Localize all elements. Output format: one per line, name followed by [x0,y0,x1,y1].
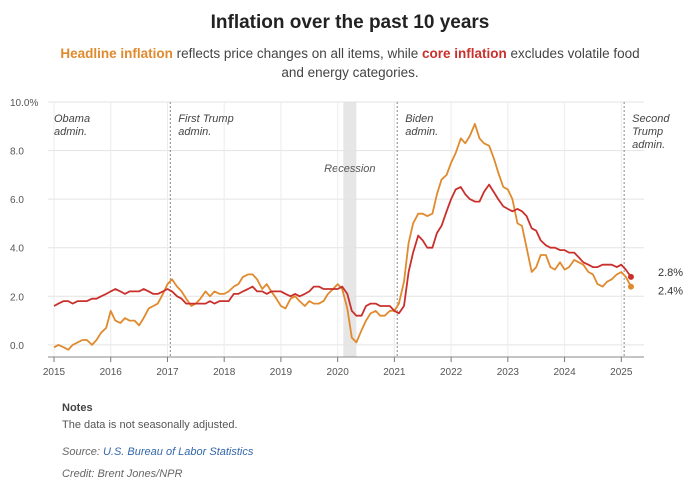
x-tick-label: 2015 [43,367,66,378]
notes-text: The data is not seasonally adjusted. [62,419,238,431]
y-tick-label: 0.0 [10,341,24,352]
source-link[interactable]: U.S. Bureau of Labor Statistics [102,446,254,458]
era-label: Second [632,113,670,125]
x-tick-label: 2024 [553,367,576,378]
era-label: Obama [54,113,90,125]
y-tick-label: 6.0 [10,195,24,206]
x-tick-label: 2021 [383,367,406,378]
y-tick-label: 10.0% [10,98,38,109]
x-tick-label: 2019 [270,367,293,378]
x-tick-label: 2020 [327,367,350,378]
credit-line: Credit: Brent Jones/NPR [62,468,183,480]
chart-subtitle: Headline inflation reflects price change… [60,44,640,82]
notes-heading: Notes [62,402,93,414]
era-label: admin. [54,126,87,138]
y-tick-label: 8.0 [10,147,24,158]
headline-inflation-line [53,123,632,351]
x-tick-label: 2016 [100,367,123,378]
x-tick-label: 2017 [156,367,179,378]
chart-title: Inflation over the past 10 years [210,12,490,33]
x-tick-label: 2023 [497,367,520,378]
recession-band [343,102,357,357]
core-inflation-term: core inflation [422,46,507,61]
headline-end-label: 2.4% [658,286,683,298]
core-end-dot [627,273,634,280]
era-label: admin. [405,126,438,138]
recession-label: Recession [324,163,375,175]
core-end-label: 2.8% [658,267,683,279]
source-line: Source: U.S. Bureau of Labor Statistics [62,446,253,458]
source-prefix: Source: [62,446,103,458]
y-tick-label: 4.0 [10,244,24,255]
subtitle-part-2: excludes volatile food and energy catego… [281,46,640,80]
x-tick-label: 2018 [213,367,236,378]
y-tick-label: 2.0 [10,292,24,303]
core-inflation-line [53,183,632,317]
x-tick-label: 2025 [610,367,633,378]
x-tick-label: 2022 [440,367,463,378]
headline-end-dot [627,283,634,290]
era-label: Trump [632,126,663,138]
era-label: Biden [405,113,433,125]
subtitle-part-1: reflects price changes on all items, whi… [172,46,423,61]
era-label: admin. [632,139,665,151]
era-label: admin. [178,126,211,138]
era-label: First Trump [178,113,233,125]
headline-inflation-term: Headline inflation [60,46,173,61]
